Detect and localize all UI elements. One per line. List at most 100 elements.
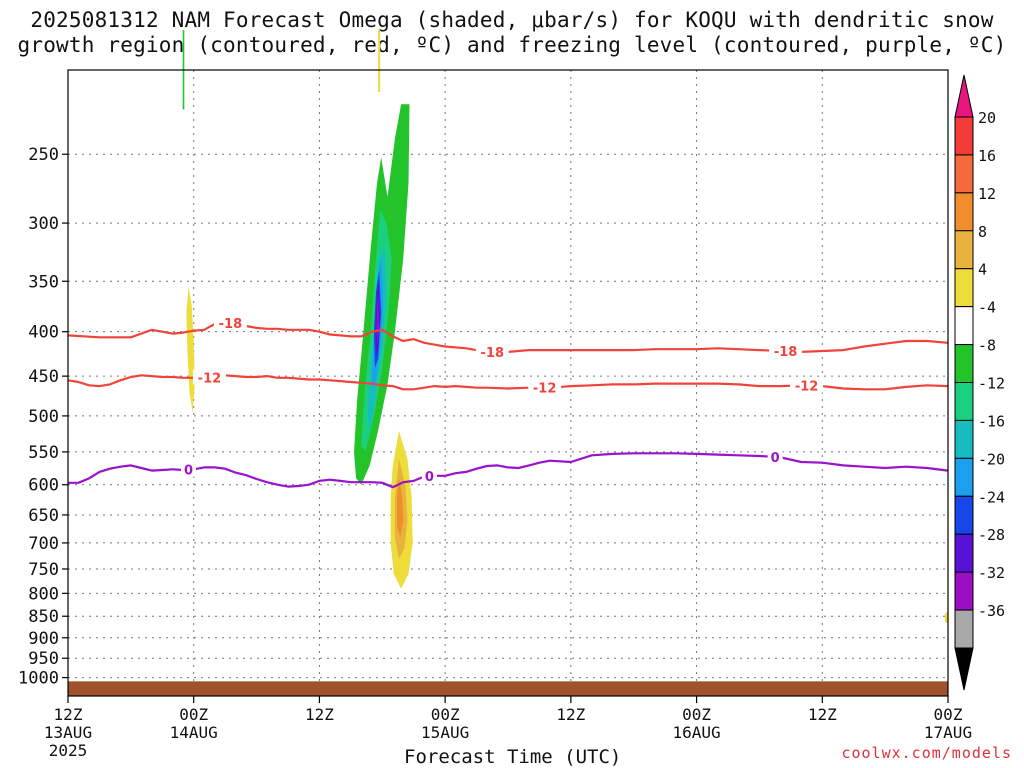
x-tick-label: 00Z	[431, 705, 460, 724]
y-tick-label: 250	[28, 145, 59, 165]
colorbar-label: -28	[978, 526, 1005, 544]
omega-shading	[182, 30, 948, 625]
x-axis-label: Forecast Time (UTC)	[404, 746, 622, 768]
omega-contour-plus4-top	[378, 30, 381, 92]
colorbar-label: -24	[978, 488, 1005, 506]
colorbar-label: 4	[978, 261, 987, 279]
contour-label-bg	[421, 468, 437, 484]
contour-label-bg	[767, 449, 783, 465]
colorbar-box	[954, 268, 974, 308]
omega-contour-plus12	[397, 478, 404, 538]
colorbar-box	[954, 609, 974, 649]
contour-label-bg	[769, 343, 803, 359]
site-credit[interactable]: coolwx.com/models	[841, 744, 1012, 762]
contour-line-0	[68, 452, 949, 489]
y-tick-label: 350	[28, 272, 59, 292]
contour-label-bg	[192, 369, 226, 385]
colorbar: 20 16 12 8 4 -4 -8 -12 -16 -20 -24 -28 -32 -36	[954, 74, 1005, 691]
colorbar-box	[954, 306, 974, 346]
x-tick-label: 00Z	[179, 705, 208, 724]
contour-label-bg	[475, 343, 509, 359]
omega-contour-plus4-right	[944, 610, 948, 625]
y-axis-ticks: 2503003504004505005506006507007508008509…	[18, 145, 68, 689]
y-tick-label: 550	[28, 443, 59, 463]
y-tick-label: 800	[28, 584, 59, 604]
y-tick-label: 450	[28, 367, 59, 387]
x-tick-label: 17AUG	[924, 723, 972, 742]
x-tick-label: 12Z	[54, 705, 83, 724]
x-tick-label: 15AUG	[421, 723, 469, 742]
y-tick-label: 600	[28, 476, 59, 496]
colorbar-box	[954, 533, 974, 573]
y-tick-label: 500	[28, 407, 59, 427]
x-tick-label: 12Z	[808, 705, 837, 724]
plot-frame	[67, 69, 949, 697]
colorbar-label: 20	[978, 109, 996, 127]
colorbar-box	[954, 382, 974, 421]
colorbar-box	[954, 192, 974, 232]
contour-label-bg	[790, 377, 824, 393]
y-tick-label: 650	[28, 506, 59, 526]
colorbar-label: -4	[978, 299, 996, 317]
x-tick-label: 00Z	[682, 705, 711, 724]
colorbar-label: -16	[978, 412, 1005, 430]
colorbar-box	[954, 116, 974, 156]
contour-labels: -18 -18 -18 -12 -12 -12 0 0 0	[180, 315, 824, 485]
colorbar-label: -36	[978, 602, 1005, 620]
y-tick-label: 700	[28, 534, 59, 554]
contour-label-bg	[213, 315, 247, 331]
contour-label: 0	[771, 451, 780, 466]
contour-label-bg	[528, 379, 562, 395]
colorbar-bottom-arrow	[954, 647, 974, 691]
colorbar-box	[954, 571, 974, 611]
x-tick-label: 2025	[49, 741, 88, 760]
contour-label: 0	[425, 470, 434, 485]
omega-contour-minus28	[376, 297, 380, 346]
colorbar-label: -32	[978, 564, 1005, 582]
contour-label-bg	[180, 461, 196, 477]
contour-label: -18	[481, 346, 505, 361]
colorbar-box	[954, 154, 974, 194]
colorbar-box	[954, 230, 974, 270]
chart-title-line2: growth region (contoured, red, ºC) and f…	[17, 33, 1007, 57]
x-tick-label: 14AUG	[170, 723, 218, 742]
contour-label: 0	[184, 464, 193, 479]
colorbar-box	[954, 495, 974, 535]
omega-contour-plus4-early	[186, 286, 195, 413]
colorbar-label: -8	[978, 337, 996, 355]
colorbar-label: -20	[978, 450, 1005, 468]
contour-label: -18	[774, 345, 798, 360]
contour-line-minus12	[67, 374, 949, 391]
y-tick-label: 300	[28, 214, 59, 234]
colorbar-label: 8	[978, 223, 987, 241]
ground-terrain	[68, 681, 948, 696]
colorbar-label: 16	[978, 147, 996, 165]
y-tick-label: 900	[28, 629, 59, 649]
colorbar-box	[954, 344, 974, 384]
x-tick-label: 16AUG	[672, 723, 720, 742]
contour-label: -12	[795, 379, 819, 394]
colorbar-label: -12	[978, 375, 1005, 393]
y-tick-label: 400	[28, 323, 59, 343]
contour-label: -12	[533, 382, 557, 397]
colorbar-box	[954, 419, 974, 459]
chart-title-line1: 2025081312 NAM Forecast Omega (shaded, μ…	[30, 8, 994, 32]
ground-fill	[68, 681, 948, 696]
colorbar-box	[954, 457, 974, 497]
y-tick-label: 950	[28, 649, 59, 669]
x-tick-label: 00Z	[934, 705, 963, 724]
colorbar-label: 12	[978, 185, 996, 203]
contour-label: -18	[219, 317, 243, 332]
contour-line-minus18	[67, 321, 949, 353]
y-tick-label: 750	[28, 560, 59, 580]
contour-label: -12	[198, 371, 222, 386]
plot-border	[67, 69, 949, 697]
x-tick-label: 12Z	[305, 705, 334, 724]
x-tick-label: 13AUG	[44, 723, 92, 742]
y-tick-label: 850	[28, 607, 59, 627]
y-tick-label: 1000	[18, 669, 59, 689]
x-tick-label: 12Z	[556, 705, 585, 724]
colorbar-top-arrow	[954, 74, 974, 118]
